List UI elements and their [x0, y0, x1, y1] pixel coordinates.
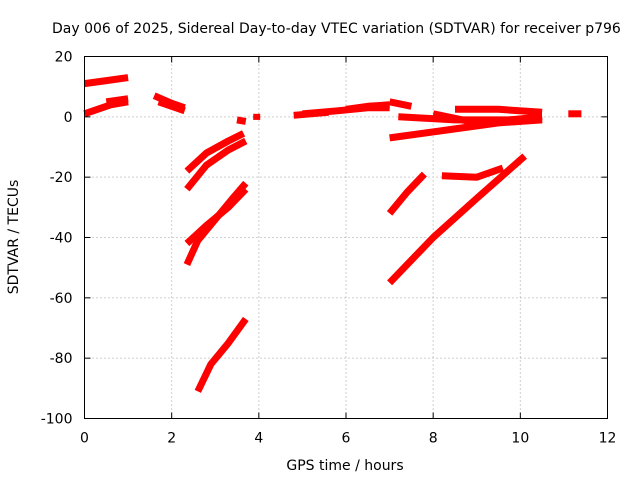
series-track-21	[194, 316, 249, 393]
y-tick-label: -80	[50, 351, 73, 367]
y-tick-label: -20	[50, 170, 73, 186]
axis-ticks: 0 2 4 6 8 10 12 -100 -80 -60 -40 -20 0 20	[41, 50, 617, 447]
x-tick-label: 8	[429, 431, 438, 447]
series-track-06	[236, 116, 247, 125]
series-track-10	[345, 101, 390, 113]
chart-title: Day 006 of 2025, Sidereal Day-to-day VTE…	[52, 21, 621, 37]
series-track-18	[184, 137, 248, 192]
data-series	[83, 74, 582, 393]
y-tick-label: 20	[55, 50, 73, 66]
series-track-20	[183, 180, 249, 267]
series-track-24	[387, 153, 528, 286]
y-tick-label: -40	[50, 231, 73, 247]
y-axis-label: SDTVAR / TECUs	[6, 180, 22, 295]
x-tick-label: 4	[254, 431, 263, 447]
x-tick-label: 2	[167, 431, 176, 447]
series-track-13	[455, 105, 543, 116]
series-track-17	[184, 130, 246, 174]
series-track-03	[105, 95, 129, 106]
series-track-02	[83, 98, 129, 118]
x-tick-label: 10	[511, 431, 529, 447]
x-tick-label: 12	[599, 431, 617, 447]
y-tick-label: 0	[64, 110, 73, 126]
y-tick-label: -100	[41, 412, 73, 428]
series-track-05	[157, 98, 186, 115]
series-track-22	[386, 171, 427, 216]
x-tick-label: 6	[342, 431, 351, 447]
x-tick-label: 0	[80, 431, 89, 447]
x-axis-label: GPS time / hours	[286, 458, 403, 474]
series-track-23	[441, 164, 505, 181]
y-tick-label: -60	[50, 291, 73, 307]
series-track-15	[432, 110, 543, 127]
series-track-01	[84, 74, 129, 88]
series-track-11	[388, 98, 413, 110]
